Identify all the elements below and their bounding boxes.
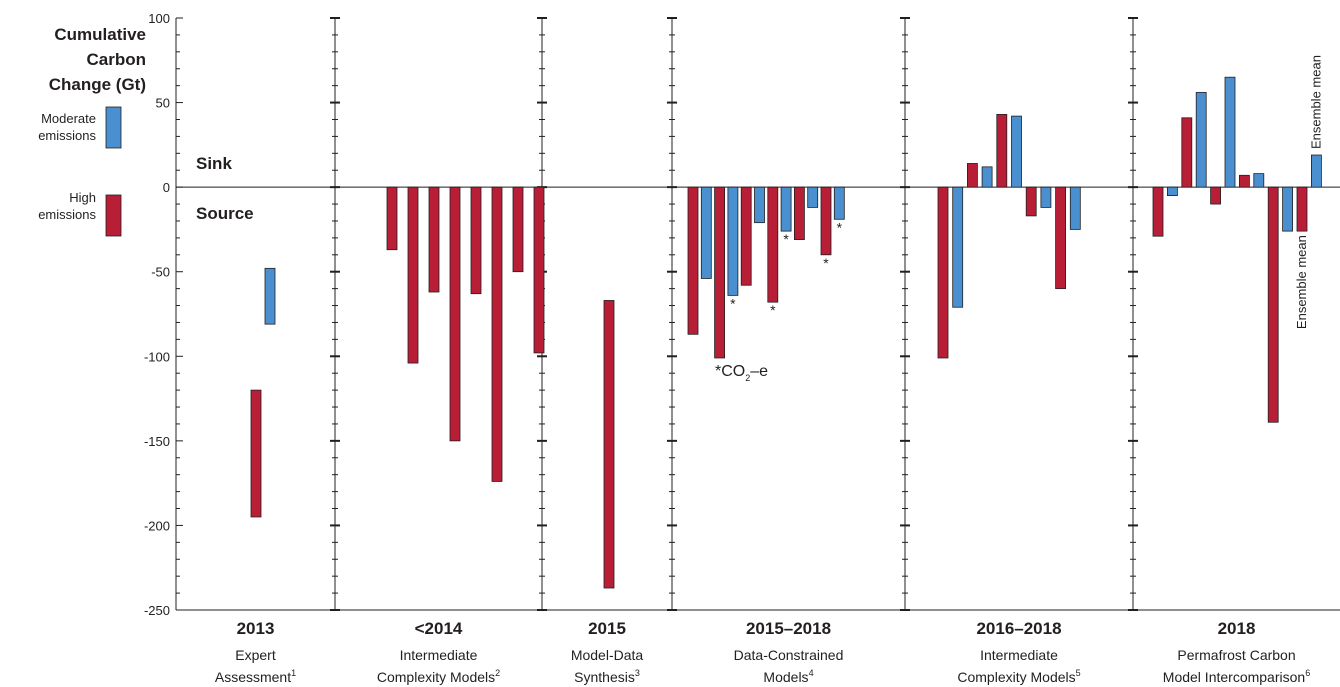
bar-high xyxy=(937,186,949,359)
ensemble-mean-label: Ensemble mean xyxy=(1294,235,1309,329)
y-tick-label: 100 xyxy=(148,11,170,26)
group-label-line-2: Complexity Models2 xyxy=(377,668,500,685)
group-label-line-1: Model-Data xyxy=(571,647,644,663)
bar-moderate xyxy=(754,186,765,224)
asterisk-note: * xyxy=(730,295,736,311)
legend-high-line-2: emissions xyxy=(38,207,96,222)
legend-moderate-line-2: emissions xyxy=(38,128,96,143)
group-label-line-1: Expert xyxy=(235,647,276,663)
bar-high xyxy=(603,300,615,589)
bar-moderate xyxy=(780,186,792,232)
group-separators xyxy=(330,17,1138,611)
group-label-line-1: Intermediate xyxy=(980,647,1058,663)
bar-high xyxy=(533,186,545,354)
bar-high xyxy=(1025,186,1037,217)
bar-high xyxy=(449,186,461,442)
bar-moderate xyxy=(727,186,739,296)
y-axis-title-line-3: Change (Gt) xyxy=(49,75,146,94)
bar-high xyxy=(491,186,503,482)
group-label-line-2: Assessment1 xyxy=(215,668,296,685)
asterisk-note: * xyxy=(823,255,829,271)
bar-high xyxy=(386,186,398,251)
group-label-line-2: Model Intercomparison6 xyxy=(1163,668,1310,685)
bar-moderate xyxy=(807,186,819,208)
bar-high xyxy=(1055,186,1066,290)
bar-high xyxy=(820,186,832,256)
group-year-label: 2018 xyxy=(1218,619,1256,638)
bar-high xyxy=(714,186,725,359)
legend-high-line-1: High xyxy=(69,190,96,205)
y-tick-label: -200 xyxy=(144,518,170,533)
bar-high xyxy=(996,114,1008,188)
bar-high xyxy=(687,186,699,335)
source-label: Source xyxy=(196,204,254,223)
bar-high xyxy=(967,163,978,188)
asterisk-note: * xyxy=(837,219,843,235)
bar-moderate xyxy=(1011,115,1022,188)
ensemble-mean-label: Ensemble mean xyxy=(1308,55,1323,149)
legend: Moderate emissions High emissions xyxy=(38,106,122,237)
bar-moderate xyxy=(1040,186,1052,208)
bar-high xyxy=(1267,186,1279,423)
bar-high xyxy=(407,186,419,364)
co2-equivalent-note: *CO2–e xyxy=(715,363,768,383)
bar-high xyxy=(1239,174,1250,188)
bars: * * * * * Ensemble mean Ensemble mean xyxy=(250,55,1323,589)
bar-high xyxy=(767,186,779,303)
asterisk-note: * xyxy=(783,231,789,247)
bar-high xyxy=(1296,186,1308,232)
bar-moderate xyxy=(264,267,276,325)
bar-moderate xyxy=(1069,186,1081,230)
bar-moderate xyxy=(952,186,964,308)
bar-high xyxy=(250,389,262,518)
bar-moderate xyxy=(1253,173,1265,188)
y-axis: 100 50 0 -50 -100 -150 -200 -250 xyxy=(144,11,1340,618)
bar-moderate xyxy=(1311,154,1322,188)
bar-moderate xyxy=(1167,186,1178,196)
group-label-line-1: Intermediate xyxy=(400,647,478,663)
y-tick-label: 0 xyxy=(163,180,170,195)
bar-high xyxy=(428,186,440,293)
y-tick-label: -150 xyxy=(144,434,170,449)
bar-moderate xyxy=(1224,76,1236,188)
group-year-label: 2013 xyxy=(237,619,275,638)
bar-moderate xyxy=(981,166,993,188)
group-year-label: <2014 xyxy=(415,619,463,638)
y-tick-label: -100 xyxy=(144,349,170,364)
asterisk-note: * xyxy=(770,302,776,318)
bar-high xyxy=(1210,186,1221,205)
bar-high xyxy=(794,186,805,240)
bar-high xyxy=(1152,186,1164,237)
bar-high xyxy=(740,186,752,286)
y-axis-title-line-1: Cumulative xyxy=(54,25,146,44)
bar-high xyxy=(470,186,482,295)
legend-moderate-swatch xyxy=(105,106,122,149)
bar-moderate xyxy=(833,186,845,220)
group-label-line-1: Permafrost Carbon xyxy=(1177,647,1295,663)
legend-moderate-line-1: Moderate xyxy=(41,111,96,126)
bar-moderate xyxy=(1195,92,1207,188)
bar-high xyxy=(512,186,524,273)
y-tick-label: 50 xyxy=(156,96,170,111)
bar-moderate xyxy=(1282,186,1293,232)
group-label-line-1: Data-Constrained xyxy=(734,647,844,663)
group-label-line-2: Models4 xyxy=(763,668,813,685)
group-year-label: 2015–2018 xyxy=(746,619,831,638)
sink-label: Sink xyxy=(196,154,232,173)
bar-moderate xyxy=(700,186,712,279)
group-label-line-2: Complexity Models5 xyxy=(957,668,1080,685)
group-year-label: 2015 xyxy=(588,619,626,638)
y-tick-label: -250 xyxy=(144,603,170,618)
group-label-line-2: Synthesis3 xyxy=(574,668,640,685)
y-axis-title-line-2: Carbon xyxy=(87,50,147,69)
legend-high-swatch xyxy=(105,194,122,237)
y-tick-label: -50 xyxy=(151,265,170,280)
group-year-label: 2016–2018 xyxy=(976,619,1061,638)
group-labels: 2013 Expert Assessment1 <2014 Intermediate Co… xyxy=(215,619,1310,685)
bar-high xyxy=(1181,117,1193,188)
